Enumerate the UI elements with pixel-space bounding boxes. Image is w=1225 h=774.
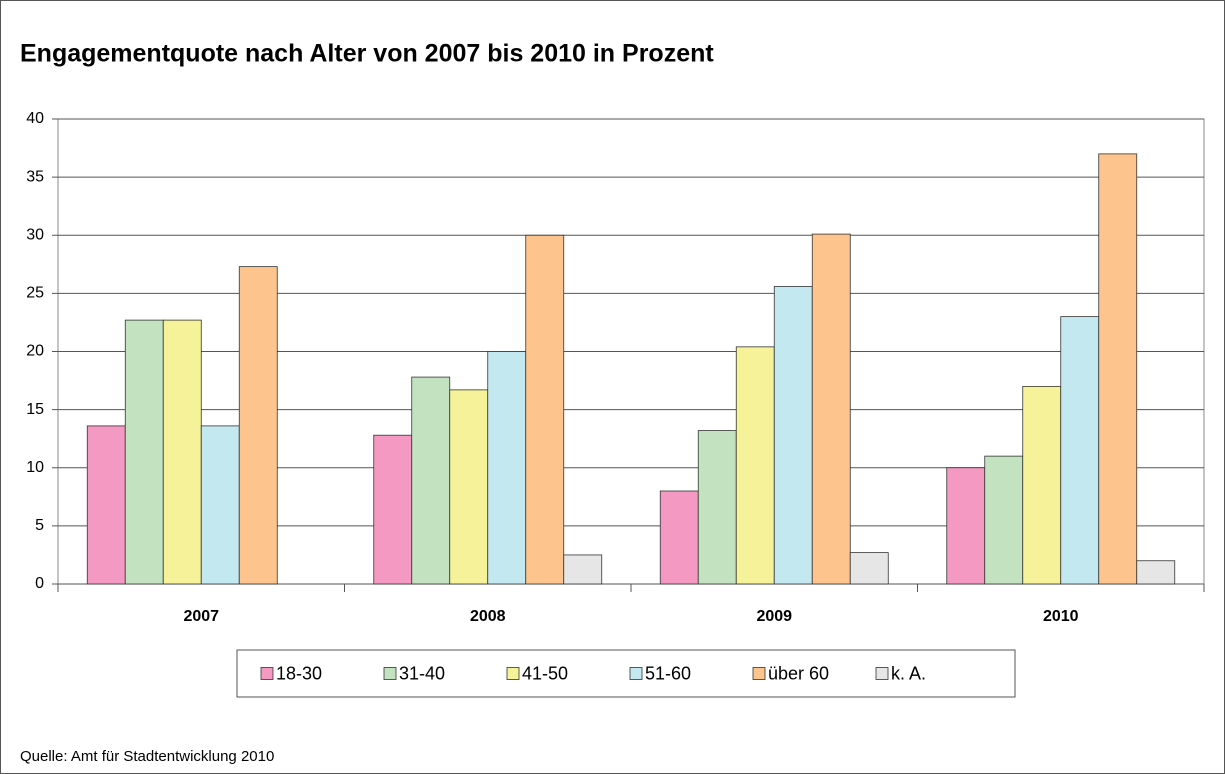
x-tick-label: 2010	[1043, 608, 1079, 625]
bar	[1136, 560, 1176, 585]
bar	[563, 554, 603, 585]
y-tick-label: 35	[26, 168, 44, 185]
legend-swatch	[506, 667, 520, 680]
bar	[849, 552, 889, 585]
y-tick-label: 10	[26, 459, 44, 476]
y-tick-label: 15	[26, 401, 44, 418]
bar	[373, 434, 413, 585]
bar	[411, 376, 451, 585]
legend-label: 41-50	[522, 663, 568, 683]
legend-label: 31-40	[399, 663, 445, 683]
bar	[487, 351, 527, 585]
bar	[984, 455, 1024, 585]
bar	[449, 389, 489, 585]
bar	[238, 266, 278, 585]
source: Quelle: Amt für Stadtentwicklung 2010	[20, 748, 274, 765]
bar	[811, 233, 851, 585]
bar	[659, 490, 699, 585]
y-tick-label: 30	[26, 226, 44, 243]
legend-swatch	[383, 667, 397, 680]
y-tick-label: 0	[35, 575, 44, 592]
legend-swatch	[875, 667, 889, 680]
y-tick-label: 25	[26, 285, 44, 302]
x-tick-label: 2008	[470, 608, 506, 625]
legend-label: 51-60	[645, 663, 691, 683]
y-tick-label: 40	[26, 110, 44, 127]
legend-label: über 60	[768, 663, 829, 683]
bar	[1098, 153, 1138, 585]
bar	[1022, 385, 1062, 585]
bar	[735, 346, 775, 585]
bar	[946, 467, 986, 585]
x-tick-label: 2009	[756, 608, 792, 625]
bar	[773, 285, 813, 585]
y-tick-label: 20	[26, 343, 44, 360]
bar	[124, 319, 164, 585]
bar	[525, 234, 565, 585]
bar	[697, 430, 737, 585]
legend-label: k. A.	[891, 663, 926, 683]
chart-title: Engagementquote nach Alter von 2007 bis …	[20, 40, 714, 68]
y-tick-label: 5	[35, 517, 44, 534]
legend-label: 18-30	[276, 663, 322, 683]
bar	[1060, 316, 1100, 585]
legend-swatch	[260, 667, 274, 680]
bar	[200, 425, 240, 585]
bar	[162, 319, 202, 585]
legend-swatch	[629, 667, 643, 680]
legend-swatch	[752, 667, 766, 680]
bar	[86, 425, 126, 585]
x-tick-label: 2007	[183, 608, 219, 625]
